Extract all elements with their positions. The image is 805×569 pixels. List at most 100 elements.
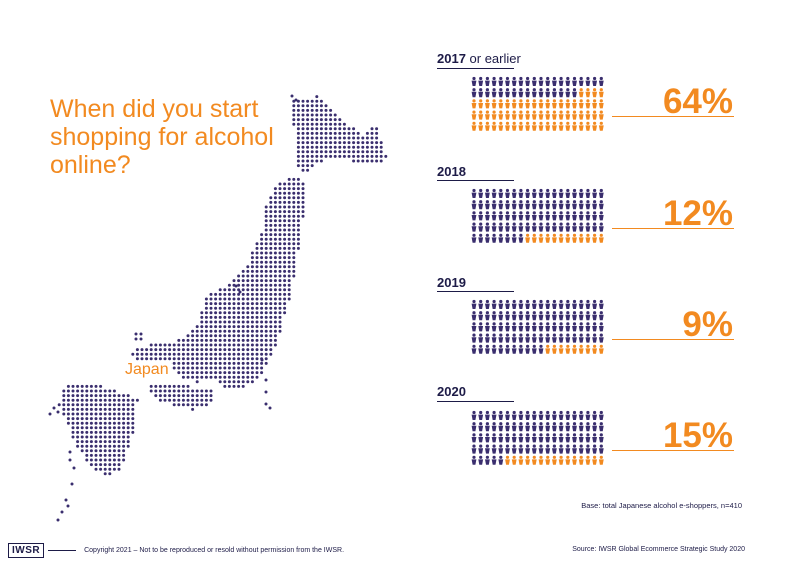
value-rule-1 (612, 228, 734, 229)
person-icon (585, 444, 591, 454)
person-icon-highlight (531, 233, 537, 243)
person-icon (552, 211, 557, 221)
year-label-2: 2019 (437, 275, 466, 290)
person-icon (552, 200, 557, 210)
person-icon (498, 444, 504, 454)
person-icon (538, 299, 544, 309)
person-icon-highlight (505, 455, 510, 465)
person-icon-highlight (518, 99, 524, 109)
person-icon (565, 200, 571, 210)
person-icon (498, 200, 504, 210)
person-icon-highlight (598, 121, 604, 131)
person-icon (471, 188, 477, 198)
person-icon (518, 200, 524, 210)
person-icon-highlight (478, 121, 484, 131)
person-icon (592, 222, 597, 232)
person-icon (578, 222, 584, 232)
person-icon-highlight (545, 344, 551, 354)
person-icon (491, 233, 497, 243)
person-icon (485, 211, 490, 221)
person-icon-highlight (552, 233, 557, 243)
person-icon (505, 200, 510, 210)
person-icon (511, 311, 517, 321)
person-icon-highlight (491, 99, 497, 109)
person-icon (552, 422, 557, 432)
person-icon (585, 311, 591, 321)
person-icon (558, 422, 564, 432)
person-icon (598, 299, 604, 309)
person-icon (471, 311, 477, 321)
person-icon (598, 222, 604, 232)
person-icon (531, 88, 537, 98)
person-icon (531, 410, 537, 420)
person-icon-highlight (498, 121, 504, 131)
person-icon-highlight (572, 110, 577, 120)
person-icon (531, 311, 537, 321)
person-icon (592, 200, 597, 210)
person-icon (572, 299, 577, 309)
person-icon (578, 211, 584, 221)
person-icon (471, 233, 477, 243)
person-icon-highlight (511, 455, 517, 465)
person-icon (505, 299, 510, 309)
person-icon (511, 444, 517, 454)
person-icon (491, 422, 497, 432)
person-icon-highlight (578, 455, 584, 465)
person-icon-highlight (485, 99, 490, 109)
person-icon (505, 433, 510, 443)
person-icon-highlight (592, 99, 597, 109)
person-icon (552, 222, 557, 232)
person-icon (525, 344, 530, 354)
person-icon (485, 88, 490, 98)
person-icon (485, 344, 490, 354)
person-icon (538, 444, 544, 454)
person-icon (505, 76, 510, 86)
person-icon (585, 76, 591, 86)
person-icon (505, 410, 510, 420)
person-icon (505, 444, 510, 454)
person-icon (531, 444, 537, 454)
person-icon (538, 200, 544, 210)
year-rule-1 (437, 180, 514, 181)
person-icon (572, 333, 577, 343)
person-icon-highlight (511, 110, 517, 120)
person-icon (498, 422, 504, 432)
person-icon (558, 444, 564, 454)
person-icon (585, 211, 591, 221)
person-icon (498, 188, 504, 198)
person-icon (578, 188, 584, 198)
iwsr-logo: IWSR (8, 543, 45, 558)
year-label-0: 2017 or earlier (437, 51, 521, 66)
person-icon-highlight (525, 121, 530, 131)
person-icon (505, 322, 510, 332)
person-icon (511, 410, 517, 420)
person-icon (485, 222, 490, 232)
person-icon (572, 200, 577, 210)
person-icon-highlight (598, 344, 604, 354)
person-icon-highlight (545, 233, 551, 243)
person-icon (592, 211, 597, 221)
person-icon (491, 433, 497, 443)
person-icon (552, 433, 557, 443)
person-icon (598, 444, 604, 454)
person-icon (518, 222, 524, 232)
year-rule-3 (437, 401, 514, 402)
person-icon (565, 88, 571, 98)
person-icon (558, 333, 564, 343)
year-rule-0 (437, 68, 514, 69)
person-icon-highlight (491, 110, 497, 120)
person-icon (578, 333, 584, 343)
person-icon (598, 200, 604, 210)
person-icon-highlight (592, 455, 597, 465)
person-icon (498, 455, 504, 465)
person-icon-highlight (518, 110, 524, 120)
person-icon (531, 188, 537, 198)
person-icon (578, 311, 584, 321)
person-icon (552, 410, 557, 420)
person-icon (592, 433, 597, 443)
person-icon (585, 188, 591, 198)
person-icon-highlight (525, 99, 530, 109)
person-icon-highlight (531, 110, 537, 120)
person-icon-highlight (578, 344, 584, 354)
